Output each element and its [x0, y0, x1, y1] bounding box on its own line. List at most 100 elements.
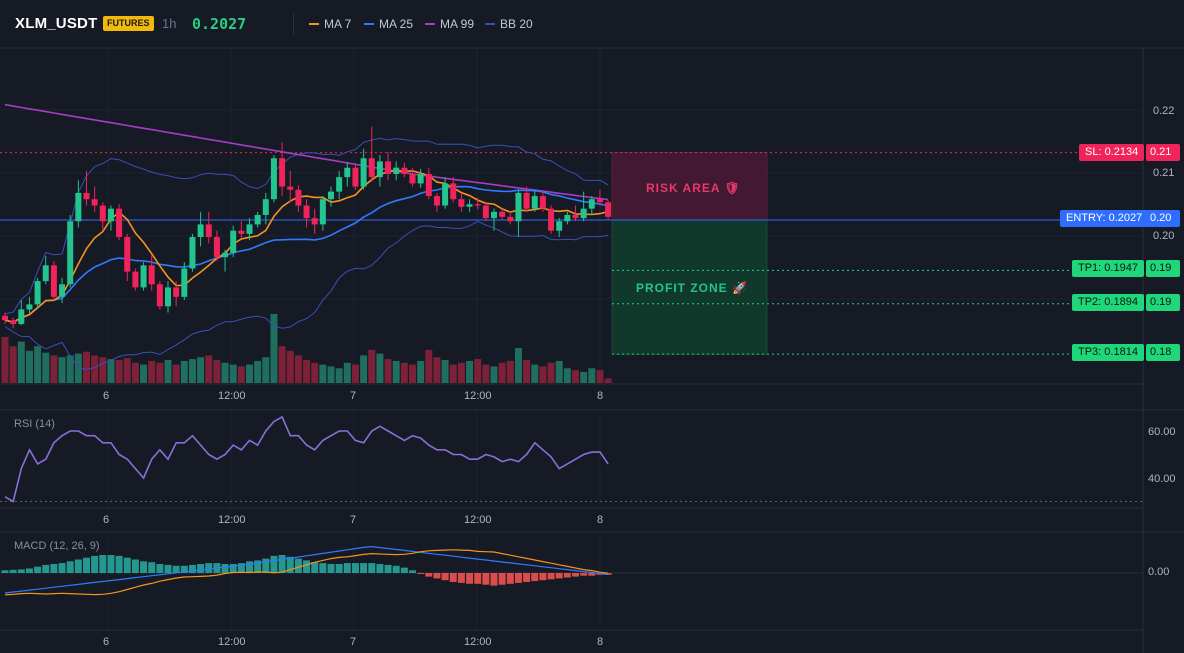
legend-ma99[interactable]: MA 99 — [425, 17, 474, 31]
macd-histogram-bar — [115, 555, 123, 573]
time-tick: 6 — [103, 390, 110, 402]
volume-bar — [531, 364, 539, 383]
volume-bar — [368, 349, 376, 383]
volume-bar — [409, 364, 416, 383]
macd-histogram-bar — [99, 555, 107, 573]
macd-histogram-bar — [286, 556, 294, 573]
volume-bar — [417, 360, 425, 383]
volume-bar — [123, 358, 131, 383]
volume-bar — [572, 370, 579, 383]
candle-body — [238, 230, 245, 234]
candle-body — [42, 265, 49, 282]
volume-bar — [506, 360, 514, 383]
macd-histogram-bar — [409, 570, 416, 573]
candle-body — [401, 167, 408, 174]
legend-swatch-icon — [309, 22, 319, 25]
volume-bar — [588, 368, 596, 383]
volume-bar — [99, 357, 107, 383]
volume-bar — [17, 341, 25, 383]
macd-histogram-bar — [42, 564, 50, 573]
price-tick: 0.22 — [1153, 105, 1175, 117]
volume-bar — [156, 362, 164, 383]
volume-bar — [474, 359, 482, 383]
candle-body — [287, 186, 294, 190]
volume-bar — [205, 355, 213, 383]
volume-bar — [360, 355, 368, 383]
macd-histogram-bar — [131, 559, 139, 573]
candle-body — [596, 199, 603, 203]
volume-bar — [449, 364, 457, 383]
macd-histogram-bar — [164, 564, 172, 573]
macd-histogram-bar — [123, 557, 131, 573]
candle-body — [34, 281, 41, 305]
tp1-label: TP1: 0.1947 — [1072, 260, 1144, 277]
macd-histogram-bar — [205, 563, 213, 573]
volume-bar — [107, 359, 115, 383]
volume-bar — [319, 364, 327, 383]
candle-body — [319, 199, 326, 225]
rsi-tick: 60.00 — [1148, 426, 1176, 438]
candle-body — [295, 189, 302, 206]
candle-body — [409, 174, 416, 184]
legend-label: MA 25 — [379, 17, 414, 31]
volume-bar — [91, 355, 99, 383]
volume-bar — [115, 360, 123, 383]
macd-histogram-bar — [498, 573, 506, 585]
symbol-name[interactable]: XLM_USDT — [15, 15, 98, 32]
macd-histogram-bar — [140, 561, 148, 573]
volume-bar — [441, 360, 449, 383]
macd-histogram-bar — [172, 565, 180, 573]
volume-bar — [563, 368, 571, 383]
candle-body — [213, 237, 220, 258]
legend-ma7[interactable]: MA 7 — [309, 17, 351, 31]
candle-body — [222, 252, 229, 258]
volume-bar — [580, 371, 588, 383]
macd-histogram-bar — [327, 564, 335, 573]
candle-body — [507, 216, 514, 222]
legend-bb20[interactable]: BB 20 — [485, 17, 533, 31]
timeframe-label[interactable]: 1h — [162, 16, 177, 31]
macd-histogram-bar — [335, 564, 343, 573]
macd-histogram-bar — [91, 555, 99, 573]
rsi-line — [4, 415, 609, 503]
macd-title: MACD (12, 26, 9) — [14, 540, 100, 552]
candle-body — [26, 304, 33, 310]
macd-histogram-bar — [197, 564, 205, 573]
candle-body — [474, 204, 481, 206]
macd-histogram-bar — [531, 573, 539, 582]
candle-body — [433, 196, 440, 206]
macd-histogram-bar — [17, 569, 25, 573]
candle-body — [99, 205, 106, 222]
volume-bar — [294, 355, 302, 383]
macd-histogram-bar — [441, 573, 449, 581]
volume-bar — [466, 360, 474, 383]
volume-bar — [237, 366, 245, 383]
candle-body — [328, 191, 334, 200]
header-divider — [293, 14, 294, 34]
rsi-title: RSI (14) — [14, 418, 55, 430]
candle-body — [165, 287, 171, 307]
volume-bar — [604, 378, 612, 383]
legend-label: MA 99 — [440, 17, 475, 31]
volume-bar — [327, 366, 335, 383]
macd-histogram-bar — [156, 564, 164, 573]
candle-body — [83, 192, 90, 200]
candle-body — [393, 167, 400, 174]
time-tick: 12:00 — [218, 390, 246, 402]
macd-histogram-bar — [580, 573, 588, 576]
legend-ma25[interactable]: MA 25 — [364, 17, 413, 31]
entry-label: ENTRY: 0.2027 — [1060, 210, 1149, 227]
time-tick: 8 — [597, 514, 604, 526]
macd-histogram-bar — [384, 564, 392, 573]
volume-bar — [50, 355, 58, 383]
rsi-tick: 40.00 — [1148, 473, 1176, 485]
macd-histogram-bar — [514, 573, 522, 583]
macd-histogram-bar — [547, 573, 555, 580]
macd-histogram-bar — [433, 573, 441, 579]
candle-body — [75, 192, 82, 222]
candle-body — [376, 161, 383, 178]
volume-bar — [547, 362, 555, 383]
macd-histogram-bar — [572, 573, 579, 577]
ma99-line — [4, 103, 609, 201]
